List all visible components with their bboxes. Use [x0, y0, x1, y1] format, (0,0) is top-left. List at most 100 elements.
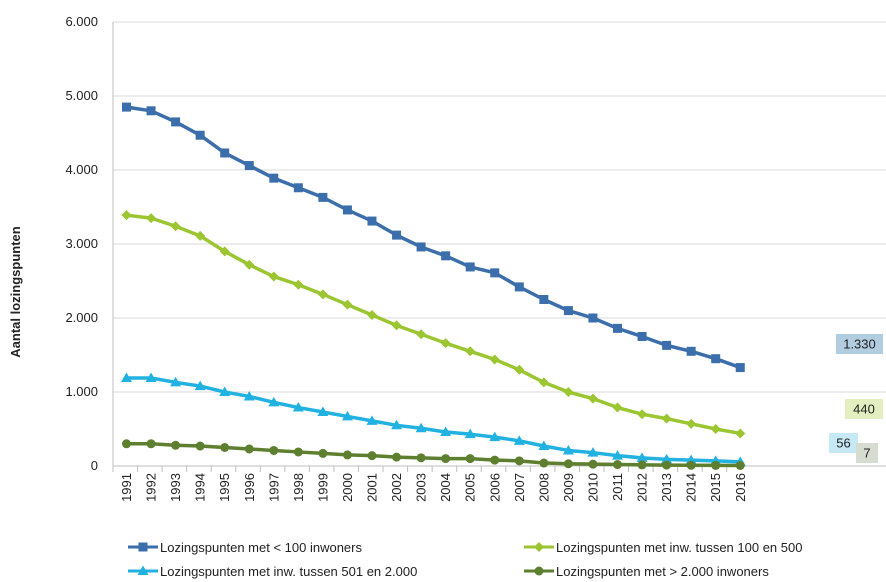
x-tick-label: 1996 [242, 473, 257, 502]
x-tick-label: 1992 [144, 473, 159, 502]
data-point [440, 338, 451, 349]
data-point [342, 205, 352, 215]
data-point [539, 458, 549, 468]
x-tick-label: 2011 [610, 473, 625, 501]
legend-item: Lozingspunten met inw. tussen 100 en 500 [524, 540, 802, 555]
x-tick-label: 1993 [168, 473, 183, 502]
data-point [465, 346, 476, 357]
legend: Lozingspunten met < 100 inwoners Lozingsp… [128, 540, 802, 579]
data-point [686, 418, 697, 429]
x-tick-label: 2013 [659, 473, 674, 502]
data-point [538, 440, 550, 451]
data-point [342, 299, 353, 310]
x-tick-label: 2009 [561, 473, 576, 502]
x-tick-label: 2008 [536, 473, 551, 502]
data-point [588, 459, 598, 469]
data-point [686, 346, 696, 356]
data-label-bg [845, 399, 883, 419]
x-tick-label: 2005 [463, 473, 478, 502]
x-tick-label: 2000 [340, 473, 355, 502]
series-2 [121, 210, 746, 439]
data-point [711, 354, 721, 364]
legend-item: Lozingspunten met inw. tussen 501 en 2.0… [128, 564, 417, 579]
legend-label: Lozingspunten met inw. tussen 100 en 500 [556, 540, 802, 555]
data-point [514, 282, 524, 292]
data-point [662, 460, 672, 470]
data-point [587, 447, 599, 457]
data-point [244, 444, 254, 454]
data-label-2: 440 [845, 399, 883, 419]
data-point [367, 216, 377, 226]
data-point [220, 443, 230, 452]
data-point [194, 380, 206, 391]
data-point [416, 453, 426, 463]
data-label-1: 1.330 [836, 334, 883, 354]
x-tick-label: 2003 [414, 473, 429, 502]
series-line [126, 376, 741, 464]
data-point [513, 435, 525, 445]
data-point [563, 387, 574, 397]
data-point [171, 440, 181, 450]
series-1 [122, 102, 745, 373]
data-label-bg [856, 443, 878, 463]
x-tick-label: 2001 [365, 473, 380, 502]
data-point [145, 372, 157, 382]
data-label-bg [836, 334, 883, 354]
legend-label: Lozingspunten met inw. tussen 501 en 2.0… [160, 564, 417, 579]
data-point [588, 313, 598, 323]
legend-marker [534, 566, 544, 576]
data-point [490, 268, 500, 278]
x-tick-label: 2010 [585, 473, 600, 502]
data-point [268, 396, 280, 407]
series-line [126, 213, 741, 436]
legend-marker [534, 542, 544, 552]
data-point [367, 451, 377, 461]
data-point [392, 452, 402, 462]
legend-label: Lozingspunten met > 2.000 inwoners [556, 564, 769, 579]
data-point [637, 409, 648, 420]
data-point [243, 390, 255, 401]
data-label-3: 56 [829, 433, 858, 453]
data-point [636, 452, 648, 462]
data-point [710, 424, 721, 434]
data-point [293, 447, 303, 457]
x-tick-label: 2004 [438, 473, 453, 502]
data-point [465, 454, 475, 464]
data-point [341, 410, 353, 421]
data-point [219, 386, 231, 396]
data-label: 440 [853, 402, 875, 417]
data-point [441, 454, 451, 464]
data-point [489, 354, 500, 365]
data-point [342, 450, 352, 460]
gridlines [113, 21, 886, 467]
data-point [244, 161, 254, 171]
data-point [293, 183, 303, 193]
data-point [317, 289, 328, 300]
y-tick-label: 3.000 [65, 236, 98, 251]
data-point [612, 450, 623, 460]
data-point [391, 320, 402, 331]
data-point [416, 329, 427, 340]
data-point [661, 453, 673, 464]
legend-marker [137, 565, 149, 575]
data-point [269, 445, 279, 455]
data-point [587, 393, 598, 404]
data-point [170, 221, 181, 232]
data-point [490, 455, 500, 465]
end-labels: 1.330 440 56 7 [829, 334, 883, 463]
data-point [121, 372, 132, 382]
data-point [391, 419, 403, 430]
data-point [464, 428, 476, 439]
data-point [514, 364, 525, 375]
data-point [416, 242, 426, 252]
x-tick-label: 2016 [733, 473, 748, 502]
data-point [318, 192, 328, 202]
data-point [440, 426, 452, 436]
data-point [293, 279, 304, 290]
data-point [563, 459, 573, 469]
legend-label: Lozingspunten met < 100 inwoners [160, 540, 362, 555]
x-tick-label: 2007 [512, 473, 527, 502]
legend-item: Lozingspunten met > 2.000 inwoners [524, 564, 769, 579]
data-point [735, 428, 746, 439]
